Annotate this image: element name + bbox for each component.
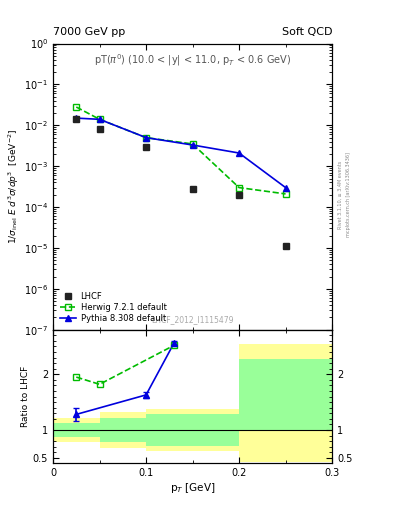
LHCF <box>144 144 149 150</box>
Line: Herwig 7.2.1 default: Herwig 7.2.1 default <box>76 107 286 194</box>
Text: pT($\pi^0$) (10.0 < |y| < 11.0, p$_T$ < 0.6 GeV): pT($\pi^0$) (10.0 < |y| < 11.0, p$_T$ < … <box>94 52 291 68</box>
Herwig 7.2.1 default <box>144 135 149 141</box>
Text: 7000 GeV pp: 7000 GeV pp <box>53 27 125 37</box>
Pythia 8.308 default <box>144 135 149 141</box>
Text: LHCF_2012_I1115479: LHCF_2012_I1115479 <box>151 315 234 324</box>
LHCF <box>190 186 195 192</box>
Herwig 7.2.1 default <box>74 104 79 110</box>
LHCF <box>283 243 288 249</box>
Herwig 7.2.1 default <box>237 184 241 190</box>
Herwig 7.2.1 default <box>283 191 288 197</box>
Line: LHCF: LHCF <box>73 116 289 249</box>
X-axis label: p$_T$ [GeV]: p$_T$ [GeV] <box>170 481 215 495</box>
Y-axis label: Ratio to LHCF: Ratio to LHCF <box>21 366 30 427</box>
LHCF <box>237 191 241 198</box>
Pythia 8.308 default <box>190 142 195 148</box>
Text: Rivet 3.1.10, ≥ 3.4M events: Rivet 3.1.10, ≥ 3.4M events <box>338 160 343 229</box>
Pythia 8.308 default <box>97 116 102 122</box>
LHCF <box>74 116 79 122</box>
Text: Soft QCD: Soft QCD <box>282 27 332 37</box>
Text: mcplots.cern.ch [arXiv:1306.3436]: mcplots.cern.ch [arXiv:1306.3436] <box>346 152 351 237</box>
Herwig 7.2.1 default <box>97 116 102 122</box>
Pythia 8.308 default <box>237 150 241 156</box>
LHCF <box>97 126 102 132</box>
Y-axis label: $1/\sigma_{\rm inel}\ E\ d^3\sigma/dp^3$  [GeV$^{-2}$]: $1/\sigma_{\rm inel}\ E\ d^3\sigma/dp^3$… <box>7 129 21 244</box>
Pythia 8.308 default <box>283 184 288 190</box>
Legend: LHCF, Herwig 7.2.1 default, Pythia 8.308 default: LHCF, Herwig 7.2.1 default, Pythia 8.308… <box>57 289 169 326</box>
Pythia 8.308 default <box>74 115 79 121</box>
Line: Pythia 8.308 default: Pythia 8.308 default <box>76 118 286 187</box>
Herwig 7.2.1 default <box>190 141 195 147</box>
